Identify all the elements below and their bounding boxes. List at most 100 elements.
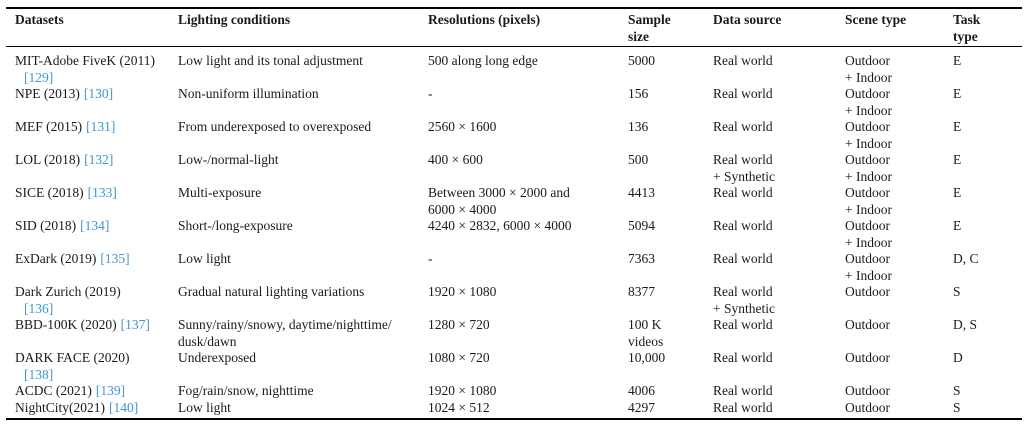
lighting-cell: Low light [178, 251, 231, 266]
lighting-cell: Gradual natural lighting variations [178, 284, 365, 299]
citation-link[interactable]: [130] [83, 86, 114, 101]
resolution-cell: 400 × 600 [428, 152, 483, 167]
col-header-sample: Sample size [628, 8, 713, 47]
sample-size-cell: 4297 [628, 399, 655, 415]
table-row: SID (2018) [134] Short-/long-exposure 424… [6, 218, 1022, 251]
lighting-cell: From underexposed to overexposed [178, 119, 372, 134]
lighting-cell: Low-/normal-light [178, 152, 279, 167]
dataset-name: BBD-100K (2020) [15, 317, 117, 332]
scene-type-cell: Outdoor + Indoor [845, 152, 892, 184]
table-row: LOL (2018) [132] Low-/normal-light 400 × … [6, 152, 1022, 185]
data-source-cell: Real world [713, 218, 773, 233]
data-source-cell: Real world [713, 86, 773, 101]
data-source-cell: Real world + Synthetic [713, 284, 775, 316]
citation-link[interactable]: [136] [24, 300, 54, 316]
resolution-cell: 500 along long edge [428, 53, 538, 68]
table-header: Datasets Lighting conditions Resolutions… [6, 8, 1022, 47]
lighting-cell: Short-/long-exposure [178, 218, 293, 233]
dataset-name: SID (2018) [15, 218, 77, 233]
dataset-name: NightCity(2021) [15, 399, 105, 415]
citation-link[interactable]: [131] [86, 119, 116, 134]
task-type-cell: E [953, 119, 962, 134]
col-header-source: Data source [713, 8, 845, 47]
lighting-cell: Non-uniform illumination [178, 86, 319, 101]
data-source-cell: Real world [713, 383, 773, 398]
table-row: ExDark (2019) [135] Low light - 7363 Real… [6, 251, 1022, 284]
citation-link[interactable]: [139] [95, 383, 126, 398]
scene-type-cell: Outdoor + Indoor [845, 86, 892, 118]
sample-size-cell: 8377 [628, 284, 655, 299]
lighting-cell: Fog/rain/snow, nighttime [178, 383, 314, 398]
table-row: Dark Zurich (2019) [136] Gradual natural… [6, 284, 1022, 317]
sample-size-cell: 136 [628, 119, 649, 134]
lighting-cell: Underexposed [178, 350, 256, 365]
table-row: ACDC (2021) [139] Fog/rain/snow, nighttim… [6, 383, 1022, 400]
data-source-cell: Real world [713, 399, 773, 415]
scene-type-cell: Outdoor [845, 350, 890, 365]
col-header-scene: Scene type [845, 8, 953, 47]
dataset-cell: NightCity(2021) [140] [6, 400, 178, 420]
resolution-cell: - [428, 251, 433, 266]
header-row: Datasets Lighting conditions Resolutions… [6, 8, 1022, 47]
dataset-cell: ACDC (2021) [139] [6, 383, 178, 400]
sample-size-cell: 5094 [628, 218, 655, 233]
dataset-name: MEF (2015) [15, 119, 83, 134]
task-type-cell: S [953, 383, 961, 398]
sample-size-cell: 7363 [628, 251, 655, 266]
citation-link[interactable]: [134] [80, 218, 110, 233]
col-header-lighting: Lighting conditions [178, 8, 428, 47]
table-row: BBD-100K (2020) [137] Sunny/rainy/snowy, … [6, 317, 1022, 350]
sample-size-cell: 500 [628, 152, 649, 167]
resolution-cell: 4240 × 2832, 6000 × 4000 [428, 218, 572, 233]
dataset-cell: BBD-100K (2020) [137] [6, 317, 178, 350]
citation-link[interactable]: [140] [109, 399, 139, 415]
data-source-cell: Real world [713, 185, 773, 200]
dataset-name: ACDC (2021) [15, 383, 92, 398]
dataset-cell: MEF (2015) [131] [6, 119, 178, 152]
data-source-cell: Real world [713, 53, 773, 68]
scene-type-cell: Outdoor + Indoor [845, 119, 892, 151]
task-type-cell: E [953, 185, 962, 200]
task-type-cell: E [953, 218, 962, 233]
scene-type-cell: Outdoor + Indoor [845, 53, 892, 85]
task-type-cell: D, C [953, 251, 979, 266]
col-header-datasets: Datasets [6, 8, 178, 47]
table-row: MIT-Adobe FiveK (2011) [129] Low light a… [6, 47, 1022, 87]
sample-size-cell: 100 K videos [628, 317, 664, 349]
citation-link[interactable]: [129] [24, 69, 54, 85]
citation-link[interactable]: [135] [100, 251, 130, 266]
lighting-cell: Low light [178, 399, 231, 415]
dataset-name: ExDark (2019) [15, 251, 97, 266]
table-row: NightCity(2021) [140] Low light 1024 × 51… [6, 400, 1022, 420]
dataset-name: LOL (2018) [15, 152, 81, 167]
task-type-cell: D [953, 350, 963, 365]
scene-type-cell: Outdoor + Indoor [845, 218, 892, 250]
citation-link[interactable]: [138] [24, 366, 54, 382]
sample-size-cell: 5000 [628, 53, 655, 68]
lighting-cell: Multi-exposure [178, 185, 262, 200]
dataset-name: SICE (2018) [15, 185, 84, 200]
dataset-cell: DARK FACE (2020) [138] [6, 350, 178, 383]
table-row: NPE (2013) [130] Non-uniform illumination… [6, 86, 1022, 119]
citation-link[interactable]: [137] [120, 317, 150, 332]
citation-link[interactable]: [132] [84, 152, 114, 167]
resolution-cell: 1920 × 1080 [428, 383, 497, 398]
dataset-cell: SID (2018) [134] [6, 218, 178, 251]
dataset-cell: SICE (2018) [133] [6, 185, 178, 218]
dataset-cell: NPE (2013) [130] [6, 86, 178, 119]
data-source-cell: Real world + Synthetic [713, 152, 775, 184]
scene-type-cell: Outdoor [845, 317, 890, 332]
sample-size-cell: 156 [628, 86, 649, 101]
task-type-cell: E [953, 86, 962, 101]
data-source-cell: Real world [713, 251, 773, 266]
task-type-cell: S [953, 399, 961, 415]
citation-link[interactable]: [133] [87, 185, 117, 200]
resolution-cell: 1024 × 512 [428, 399, 490, 415]
task-type-cell: S [953, 284, 961, 299]
lighting-cell: Low light and its tonal adjustment [178, 53, 363, 68]
sample-size-cell: 4413 [628, 185, 655, 200]
col-header-resolution: Resolutions (pixels) [428, 8, 628, 47]
resolution-cell: 1920 × 1080 [428, 284, 497, 299]
resolution-cell: 1080 × 720 [428, 350, 490, 365]
